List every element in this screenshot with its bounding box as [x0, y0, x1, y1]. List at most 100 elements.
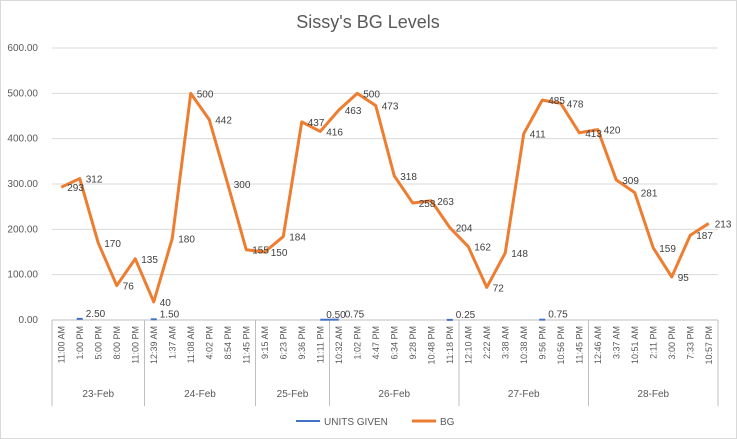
x-tick-label: 11:45 PM	[574, 326, 584, 364]
data-label: 0.50	[326, 310, 346, 321]
x-tick-label: 9:56 PM	[537, 326, 547, 360]
data-label: 420	[604, 126, 621, 137]
axes: 0.00 100.00 200.00 300.00 400.00 500.00 600.00…	[7, 43, 719, 406]
data-label: 0.75	[345, 310, 365, 321]
data-label: 413	[585, 129, 602, 140]
y-tick-label: 400.00	[7, 134, 38, 145]
x-tick-label: 2:11 PM	[648, 326, 658, 359]
data-label: 300	[234, 180, 251, 191]
data-label: 170	[104, 239, 121, 250]
data-label: 485	[548, 96, 565, 107]
x-tick-label: 12:10 AM	[463, 326, 473, 364]
data-label: 478	[567, 99, 584, 110]
data-label: 150	[271, 248, 288, 259]
x-tick-label: 6:23 PM	[278, 326, 288, 360]
data-label: 0.25	[456, 310, 476, 321]
x-tick-label: 1:37 AM	[167, 326, 177, 359]
data-label: 416	[326, 127, 343, 138]
x-tick-label: 1:02 PM	[352, 326, 362, 360]
legend-label: UNITS GIVEN	[324, 417, 388, 428]
data-label: 2.50	[86, 309, 106, 320]
data-label: 442	[215, 116, 232, 127]
x-tick-label: 3:00 PM	[667, 326, 677, 360]
x-tick-label: 8:00 PM	[112, 326, 122, 360]
x-tick-label: 11:45 PM	[241, 326, 251, 364]
data-label: 473	[382, 102, 399, 113]
x-tick-label: 8:54 PM	[223, 326, 233, 360]
x-tick-label: 3:38 AM	[500, 326, 510, 359]
y-tick-label: 500.00	[7, 88, 38, 99]
x-tick-label: 10:51 AM	[630, 326, 640, 364]
x-tick-label: 5:00 PM	[93, 326, 103, 360]
x-tick-label: 9:28 PM	[408, 326, 418, 360]
chart-title: Sissy's BG Levels	[296, 12, 439, 32]
data-label: 258	[419, 199, 436, 210]
data-label: 76	[123, 282, 135, 293]
data-label: 463	[345, 106, 362, 117]
legend-label: BG	[440, 417, 455, 428]
x-tick-label: 7:33 PM	[685, 326, 695, 360]
data-label: 213	[715, 219, 732, 230]
data-label: 162	[474, 243, 491, 254]
data-label: 95	[678, 273, 690, 284]
data-labels: 2.50 1.50 0.50 0.75 0.25 0.752933121707613540…	[67, 89, 732, 321]
data-label: 180	[178, 234, 195, 245]
data-label: 1.50	[160, 309, 180, 320]
x-tick-label: 10:57 PM	[704, 326, 714, 365]
data-label: 159	[659, 244, 676, 255]
data-label: 184	[289, 233, 306, 244]
x-tick-label: 11:11 PM	[315, 326, 325, 363]
data-label: 204	[456, 224, 473, 235]
data-label: 148	[511, 249, 528, 260]
x-tick-label: 11:00 AM	[56, 326, 66, 363]
gridlines	[52, 47, 718, 321]
data-label: 40	[160, 298, 172, 309]
y-tick-label: 200.00	[7, 224, 38, 235]
group-label: 27-Feb	[508, 389, 540, 400]
data-label: 187	[696, 231, 713, 242]
x-tick-label: 9:15 AM	[260, 326, 270, 359]
data-label: 0.75	[548, 310, 568, 321]
group-label: 26-Feb	[378, 389, 410, 400]
data-label: 72	[493, 283, 505, 294]
y-tick-label: 0.00	[19, 315, 39, 326]
y-tick-label: 300.00	[7, 179, 38, 190]
x-tick-label: 2:22 AM	[482, 326, 492, 359]
data-label: 293	[67, 183, 84, 194]
x-tick-label: 10:56 PM	[556, 326, 566, 365]
y-tick-label: 100.00	[7, 270, 38, 281]
data-label: 500	[363, 89, 380, 100]
x-tick-label: 9:36 PM	[297, 326, 307, 360]
group-label: 28-Feb	[637, 389, 669, 400]
x-tick-label: 10:48 PM	[426, 326, 436, 365]
group-label: 25-Feb	[277, 389, 309, 400]
data-label: 263	[437, 197, 454, 208]
x-tick-label: 1:00 PM	[75, 326, 85, 360]
series-line-1	[60, 91, 710, 304]
data-label: 312	[86, 175, 103, 186]
data-label: 281	[641, 189, 658, 200]
y-tick-label: 600.00	[7, 43, 38, 54]
series	[60, 91, 710, 321]
group-label: 24-Feb	[184, 389, 216, 400]
data-label: 318	[400, 172, 417, 183]
data-label: 500	[197, 89, 214, 100]
data-label: 309	[622, 176, 639, 187]
x-tick-label: 12:39 AM	[149, 326, 159, 364]
x-tick-label: 10:32 AM	[334, 326, 344, 364]
x-tick-label: 4:47 PM	[371, 326, 381, 360]
legend: UNITS GIVEN BG	[296, 417, 455, 428]
x-tick-label: 12:46 AM	[593, 326, 603, 364]
data-label: 135	[141, 255, 158, 266]
x-tick-label: 10:38 AM	[519, 326, 529, 364]
x-tick-label: 11:18 PM	[445, 326, 455, 364]
x-tick-label: 4:02 PM	[204, 326, 214, 360]
x-tick-label: 3:37 AM	[611, 326, 621, 359]
data-label: 155	[252, 246, 269, 257]
group-label: 23-Feb	[82, 389, 114, 400]
data-label: 437	[308, 118, 325, 129]
x-tick-label: 11:08 AM	[186, 326, 196, 363]
data-label: 411	[530, 130, 546, 141]
